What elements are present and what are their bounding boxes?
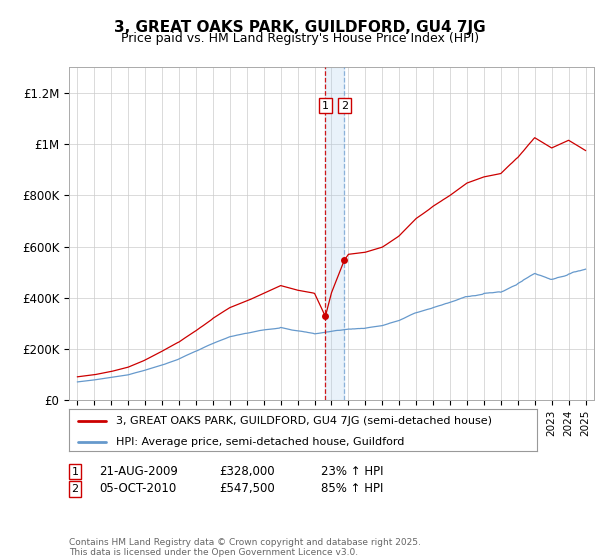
Bar — [325, 67, 344, 400]
Text: £547,500: £547,500 — [219, 482, 275, 496]
Text: 3, GREAT OAKS PARK, GUILDFORD, GU4 7JG: 3, GREAT OAKS PARK, GUILDFORD, GU4 7JG — [114, 20, 486, 35]
Text: 23% ↑ HPI: 23% ↑ HPI — [321, 465, 383, 478]
Text: 2: 2 — [341, 101, 348, 111]
Text: 3, GREAT OAKS PARK, GUILDFORD, GU4 7JG (semi-detached house): 3, GREAT OAKS PARK, GUILDFORD, GU4 7JG (… — [116, 416, 492, 426]
Text: 05-OCT-2010: 05-OCT-2010 — [99, 482, 176, 496]
Text: 85% ↑ HPI: 85% ↑ HPI — [321, 482, 383, 496]
Text: 2: 2 — [71, 484, 79, 494]
Text: £328,000: £328,000 — [219, 465, 275, 478]
Text: Contains HM Land Registry data © Crown copyright and database right 2025.
This d: Contains HM Land Registry data © Crown c… — [69, 538, 421, 557]
Text: 1: 1 — [71, 466, 79, 477]
Text: 1: 1 — [322, 101, 329, 111]
Text: HPI: Average price, semi-detached house, Guildford: HPI: Average price, semi-detached house,… — [116, 437, 404, 446]
Text: 21-AUG-2009: 21-AUG-2009 — [99, 465, 178, 478]
Text: Price paid vs. HM Land Registry's House Price Index (HPI): Price paid vs. HM Land Registry's House … — [121, 32, 479, 45]
